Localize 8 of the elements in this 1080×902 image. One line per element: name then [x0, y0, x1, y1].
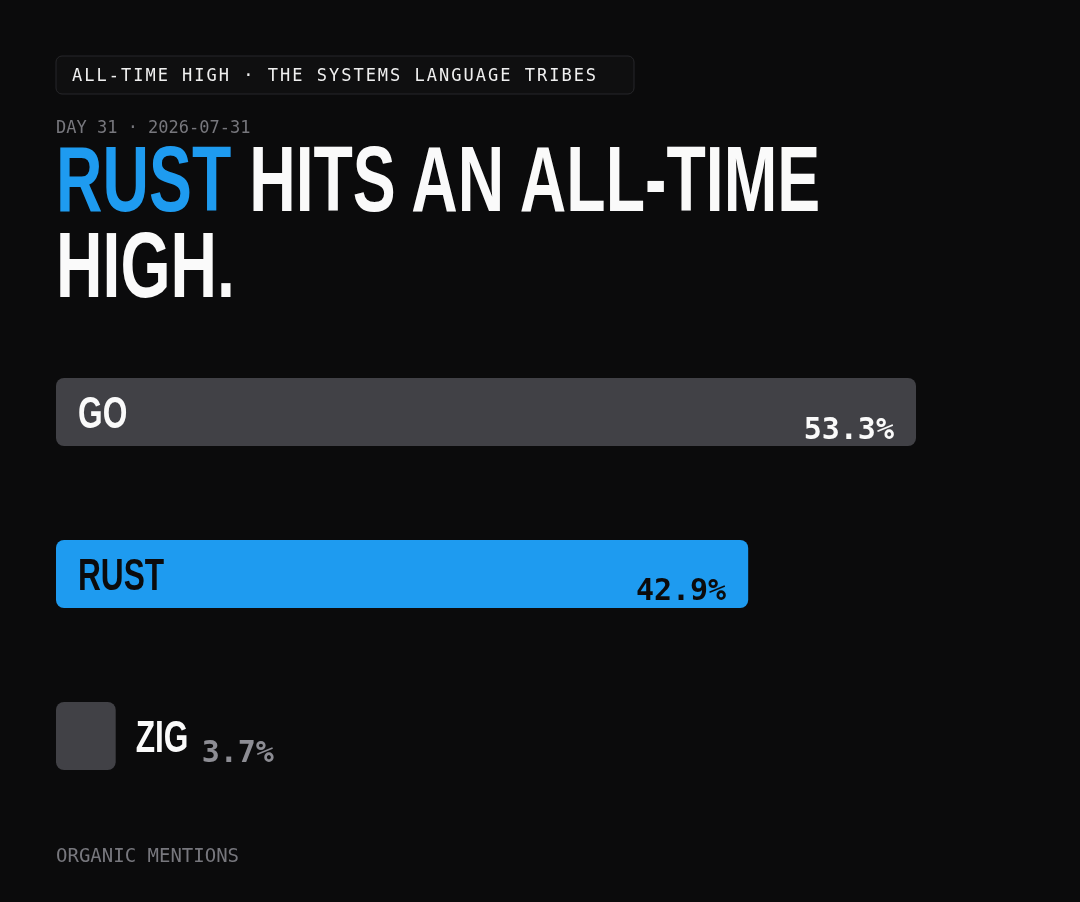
chart-subtitle: ALL-TIME HIGH · THE SYSTEMS LANGUAGE TRIBES	[72, 65, 599, 85]
data-label: 42.9%	[635, 572, 727, 608]
y-tick-label: ZIG	[135, 711, 189, 761]
text: ORGANIC MENTIONS	[56, 844, 240, 866]
data-label: 3.7%	[201, 734, 274, 770]
y-tick-label: GO	[78, 387, 128, 437]
y-tick-label: RUST	[78, 549, 165, 599]
data-label: 53.3%	[803, 410, 894, 446]
